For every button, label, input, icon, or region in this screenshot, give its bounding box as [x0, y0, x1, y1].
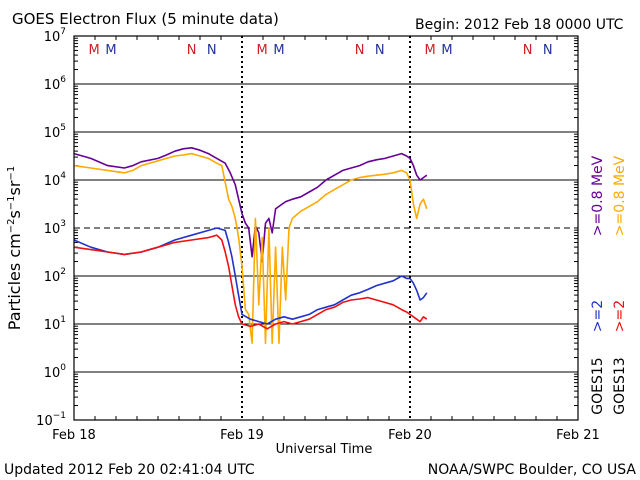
y-tick-label: 106 [44, 75, 67, 93]
local-time-marker-n: N [375, 43, 385, 58]
local-time-marker-n: N [523, 43, 533, 58]
legend: >=0.8 MeV >=2 GOES15 >=0.8 MeV >=2 GOES13 [590, 155, 628, 414]
grid-layer [74, 37, 578, 407]
local-time-marker-n: N [543, 43, 553, 58]
local-time-marker-n: N [355, 43, 365, 58]
legend-entry: >=0.8 MeV [590, 155, 606, 236]
y-tick-label: 103 [44, 219, 66, 237]
y-tick-label: 104 [44, 171, 67, 189]
local-time-marker-m: M [425, 43, 436, 58]
legend-group-label: GOES15 [590, 357, 606, 414]
x-tick-label: Feb 19 [220, 428, 264, 443]
y-tick-labels: 10−1 100 101 102 103 104 105 106 107 [36, 27, 66, 429]
local-time-marker-n: N [187, 43, 197, 58]
local-time-marker-n: N [207, 43, 217, 58]
credit-text: NOAA/SWPC Boulder, CO USA [428, 462, 637, 478]
legend-entry: >=0.8 MeV [612, 155, 628, 236]
series-line-goes13-2-mev [73, 234, 428, 330]
y-tick-label: 101 [44, 315, 66, 333]
local-time-marker-m: M [273, 43, 284, 58]
chart-title: GOES Electron Flux (5 minute data) [12, 10, 279, 28]
begin-time: Begin: 2012 Feb 18 0000 UTC [415, 17, 624, 33]
updated-timestamp: Updated 2012 Feb 20 02:41:04 UTC [4, 462, 255, 478]
local-time-marker-m: M [257, 43, 268, 58]
local-time-marker-m: M [441, 43, 452, 58]
series-line-goes15-0-8-mev [73, 147, 428, 263]
y-tick-label: 100 [44, 363, 67, 381]
local-time-marker-m: M [89, 43, 100, 58]
y-axis-title: Particles cm−2s−1sr−1 [5, 166, 24, 330]
y-tick-label: 10−1 [36, 411, 66, 429]
x-tick-label: Feb 18 [52, 428, 96, 443]
y-tick-label: 102 [44, 267, 66, 285]
legend-entry: >=2 [590, 300, 606, 332]
day-boundary-lines [241, 36, 411, 420]
series-line-goes13-0-8-mev [73, 152, 428, 344]
x-tick-labels: Feb 18 Feb 19 Feb 20 Feb 21 [52, 36, 600, 443]
series-layer [73, 147, 428, 344]
x-tick-label: Feb 20 [388, 428, 432, 443]
plot-frame [73, 35, 579, 421]
legend-entry: >=2 [612, 300, 628, 332]
y-tick-label: 105 [44, 123, 66, 141]
local-time-marker-m: M [105, 43, 116, 58]
series-line-goes15-2-mev [73, 227, 428, 325]
x-axis-title: Universal Time [276, 442, 373, 457]
legend-group-label: GOES13 [612, 357, 628, 414]
x-tick-label: Feb 21 [556, 428, 600, 443]
y-tick-label: 107 [44, 27, 66, 45]
